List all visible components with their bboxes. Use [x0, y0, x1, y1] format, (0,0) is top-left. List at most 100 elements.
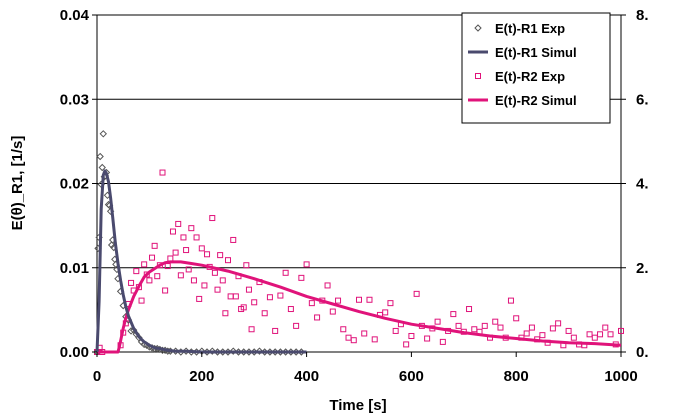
- data-point: [248, 326, 255, 333]
- y2-tick-label: 2.: [636, 260, 649, 277]
- data-point: [439, 338, 446, 345]
- data-point: [149, 254, 156, 261]
- data-point: [356, 296, 362, 303]
- data-point: [183, 247, 190, 254]
- y-tick-label: 0.03: [60, 91, 89, 108]
- data-point: [287, 306, 294, 313]
- data-point: [366, 296, 373, 303]
- data-point: [282, 269, 289, 276]
- data-point: [591, 334, 598, 341]
- data-point: [225, 257, 231, 264]
- x-tick-label: 400: [294, 368, 319, 385]
- data-point: [222, 310, 229, 317]
- data-point: [471, 326, 478, 333]
- data-point: [208, 347, 216, 355]
- data-point: [387, 300, 394, 307]
- series-line: [97, 260, 622, 354]
- x-axis-title: Time [s]: [329, 397, 386, 414]
- data-point: [188, 225, 195, 232]
- data-point: [481, 322, 488, 329]
- data-point: [497, 324, 504, 331]
- data-point: [172, 249, 179, 256]
- data-point: [434, 318, 441, 325]
- data-point: [314, 314, 321, 321]
- series-line: [95, 169, 307, 354]
- y2-tick-label: 6.: [636, 91, 649, 108]
- data-point: [329, 308, 336, 315]
- data-point: [151, 242, 158, 249]
- data-point: [141, 261, 148, 268]
- data-point: [243, 262, 250, 269]
- data-point: [214, 286, 221, 293]
- legend-label: E(t)-R2 Simul: [495, 93, 577, 108]
- y-tick-label: 0.00: [60, 344, 89, 361]
- data-point: [240, 304, 247, 311]
- data-point: [251, 299, 258, 306]
- data-point: [154, 273, 161, 280]
- data-point: [539, 332, 546, 339]
- data-point: [408, 332, 415, 339]
- series-e-t-r1-simul: [95, 169, 307, 354]
- data-point: [607, 331, 614, 338]
- data-point: [209, 215, 216, 222]
- data-point: [335, 297, 342, 304]
- y2-tick-label: 8.: [636, 7, 649, 24]
- y2-tick-label: 0.: [636, 344, 649, 361]
- y-tick-label: 0.02: [60, 176, 89, 193]
- data-point: [413, 290, 420, 297]
- legend-label: E(t)-R1 Simul: [495, 45, 577, 60]
- data-point: [492, 318, 499, 325]
- x-tick-label: 1000: [604, 368, 637, 385]
- data-point: [169, 228, 176, 235]
- data-point: [159, 169, 166, 176]
- data-point: [450, 311, 457, 318]
- data-marks: [93, 130, 624, 356]
- y-tick-label: 0.01: [60, 260, 89, 277]
- axes: 0.00 0.01 0.02 0.03 0.04 0 200 400 600 800 1000 0. 2…: [60, 7, 649, 385]
- data-point: [99, 130, 107, 138]
- data-point: [523, 330, 530, 337]
- data-point: [261, 310, 268, 317]
- data-point: [507, 297, 514, 304]
- data-point: [361, 330, 368, 337]
- data-point: [350, 337, 357, 344]
- data-point: [138, 297, 145, 304]
- data-point: [128, 279, 135, 286]
- gridlines: [97, 98, 621, 269]
- y-axis-title: E(θ)_R1, [1/s]: [9, 136, 26, 231]
- data-point: [162, 287, 169, 294]
- data-point: [298, 274, 305, 281]
- data-point: [232, 293, 239, 300]
- data-point: [196, 295, 203, 302]
- data-point: [382, 309, 389, 316]
- data-point: [324, 282, 331, 289]
- data-point: [272, 327, 279, 334]
- data-point: [602, 324, 609, 331]
- data-point: [133, 268, 140, 275]
- legend-swatch: [474, 24, 482, 32]
- data-point: [146, 277, 153, 284]
- data-point: [98, 163, 106, 172]
- legend-item: E(t)-R2 Exp: [475, 69, 565, 84]
- legend-label: E(t)-R1 Exp: [495, 21, 565, 36]
- x-tick-label: 200: [189, 368, 214, 385]
- data-point: [455, 322, 462, 329]
- legend-item: E(t)-R1 Exp: [474, 21, 565, 36]
- data-point: [340, 326, 347, 333]
- data-point: [555, 320, 562, 327]
- data-point: [167, 255, 174, 262]
- legend-swatch: [475, 73, 481, 79]
- data-point: [230, 236, 237, 243]
- y2-tick-label: 4.: [636, 176, 649, 193]
- legend-box: [461, 12, 611, 124]
- data-point: [308, 300, 315, 307]
- data-point: [204, 251, 211, 258]
- legend-item: E(t)-R2 Simul: [468, 93, 577, 108]
- data-point: [229, 347, 237, 355]
- data-point: [565, 327, 572, 334]
- data-point: [175, 220, 182, 227]
- data-point: [177, 272, 184, 279]
- data-point: [345, 334, 352, 341]
- data-point: [466, 306, 473, 313]
- legend: E(t)-R1 Exp E(t)-R1 Simul E(t)-R2 Exp E(t)-…: [461, 12, 611, 124]
